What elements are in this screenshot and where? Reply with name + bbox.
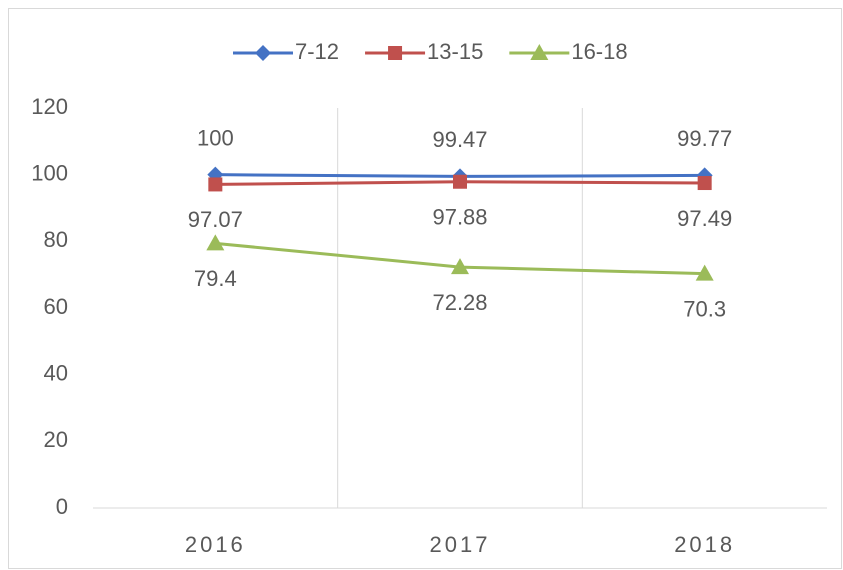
y-tick-label: 100 — [31, 160, 68, 185]
legend-label: 7-12 — [295, 39, 339, 64]
chart-frame — [8, 8, 842, 569]
marker — [208, 177, 223, 192]
y-tick-label: 60 — [44, 294, 68, 319]
data-label: 97.49 — [677, 206, 732, 231]
data-label: 72.28 — [432, 290, 487, 315]
marker — [451, 258, 469, 275]
y-tick-label: 20 — [44, 427, 68, 452]
marker — [695, 264, 714, 281]
data-label: 99.47 — [432, 127, 487, 152]
y-tick-label: 120 — [31, 94, 68, 119]
marker — [697, 176, 712, 191]
data-label: 79.4 — [194, 266, 237, 291]
data-label: 97.07 — [188, 207, 243, 232]
y-tick-label: 0 — [56, 494, 68, 519]
data-label: 70.3 — [683, 296, 726, 321]
data-label: 97.88 — [432, 205, 487, 230]
x-tick-label: 2016 — [185, 532, 246, 557]
marker — [530, 44, 549, 60]
marker — [388, 46, 403, 60]
marker — [453, 174, 467, 189]
data-label: 99.77 — [677, 126, 732, 151]
y-tick-label: 40 — [44, 360, 68, 385]
legend-label: 13-15 — [427, 39, 483, 64]
x-tick-label: 2017 — [430, 532, 491, 557]
marker — [255, 45, 271, 61]
legend-label: 16-18 — [571, 39, 627, 64]
marker — [206, 234, 225, 251]
data-label: 100 — [197, 125, 234, 150]
y-tick-label: 80 — [44, 227, 68, 252]
x-tick-label: 2018 — [674, 532, 735, 557]
